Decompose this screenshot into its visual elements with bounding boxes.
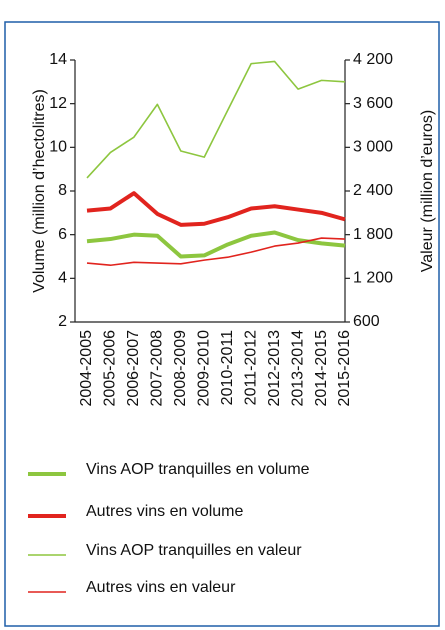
x-tick-label: 2014-2015: [313, 330, 330, 407]
y-tick-label: 4: [58, 270, 67, 287]
frame: [4, 21, 440, 627]
y2-tick-label: 3 600: [353, 95, 393, 112]
y-tick-label: 14: [49, 51, 67, 68]
x-tick-label: 2013-2014: [289, 330, 306, 407]
x-tick-label: 2015-2016: [336, 330, 353, 407]
y2-axis-label: Valeur (million d’euros): [419, 110, 436, 272]
series-line: [86, 60, 346, 179]
x-tick-label: 2011-2012: [242, 330, 259, 405]
y2-tick-label: 600: [353, 313, 380, 330]
y2-tick-label: 2 400: [353, 182, 393, 199]
y-tick-label: 10: [49, 139, 67, 156]
x-tick-label: 2006-2007: [125, 330, 142, 407]
y-axis-label: Volume (million d’hectolitres): [31, 89, 48, 293]
x-tick-label: 2009-2010: [195, 330, 212, 407]
y2-tick-label: 4 200: [353, 51, 393, 68]
legend-label: Vins AOP tranquilles en valeur: [86, 542, 302, 559]
series-line: [86, 230, 346, 259]
x-tick-label: 2012-2013: [266, 330, 283, 407]
y2-tick-label: 3 000: [353, 139, 393, 156]
series-line: [86, 237, 346, 267]
y2-tick-label: 1 200: [353, 270, 393, 287]
x-tick-label: 2010-2011: [219, 330, 236, 405]
x-tick-label: 2005-2006: [102, 330, 119, 407]
y-tick-label: 6: [58, 226, 67, 243]
legend-label: Autres vins en volume: [86, 503, 244, 520]
x-tick-label: 2004-2005: [78, 330, 95, 407]
legend-label: Autres vins en valeur: [86, 579, 236, 596]
series-line: [86, 191, 346, 227]
y-tick-label: 8: [58, 182, 67, 199]
y-tick-label: 2: [58, 313, 67, 330]
x-tick-label: 2008-2009: [172, 330, 189, 407]
x-tick-label: 2007-2008: [149, 330, 166, 407]
y2-tick-label: 1 800: [353, 226, 393, 243]
y-tick-label: 12: [49, 95, 67, 112]
legend-label: Vins AOP tranquilles en volume: [86, 461, 310, 478]
